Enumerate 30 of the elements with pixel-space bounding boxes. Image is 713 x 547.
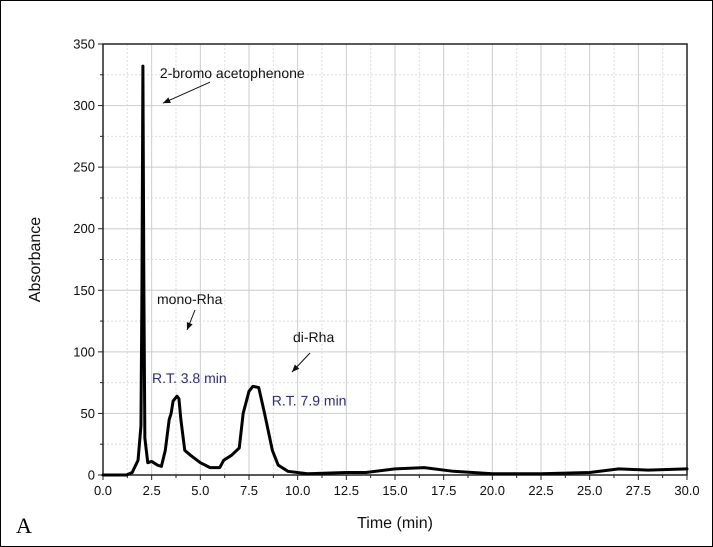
annotation: 2-bromo acetophenone [160, 65, 305, 82]
y-tick-label: 250 [73, 160, 95, 175]
x-axis-title: Time (min) [357, 515, 433, 532]
line-series [102, 64, 688, 476]
y-tick-label: 200 [73, 221, 95, 236]
x-tick-label: 7.5 [240, 483, 258, 498]
x-tick-label: 2.5 [142, 483, 161, 498]
annotation: R.T. 3.8 min [152, 370, 227, 386]
x-tick-label: 27.5 [626, 483, 651, 498]
annotation: di-Rha [293, 329, 334, 345]
x-tick-label: 30.0 [674, 483, 700, 498]
annotation: R.T. 7.9 min [272, 392, 346, 408]
y-tick-label: 50 [80, 406, 95, 421]
x-tick-label: 12.5 [334, 483, 359, 498]
x-tick-label: 5.0 [191, 483, 210, 498]
y-axis-title: Absorbance [27, 216, 44, 302]
y-tick-label: 350 [73, 36, 95, 52]
y-tick-label: 300 [73, 98, 95, 114]
x-tick-label: 0.0 [94, 483, 112, 498]
y-tick-label: 150 [73, 282, 95, 298]
x-tick-label: 22.5 [528, 483, 554, 498]
y-tick-label: 100 [73, 344, 95, 360]
x-tick-label: 10.0 [285, 483, 310, 498]
x-tick-label: 17.5 [431, 483, 456, 498]
y-tick-label: 0 [88, 468, 95, 482]
x-tick-label: 15.0 [382, 483, 408, 498]
annotation: mono-Rha [157, 291, 223, 307]
text: A [16, 513, 32, 538]
x-tick-label: 20.0 [480, 483, 505, 498]
x-tick-label: 25.0 [577, 483, 602, 498]
